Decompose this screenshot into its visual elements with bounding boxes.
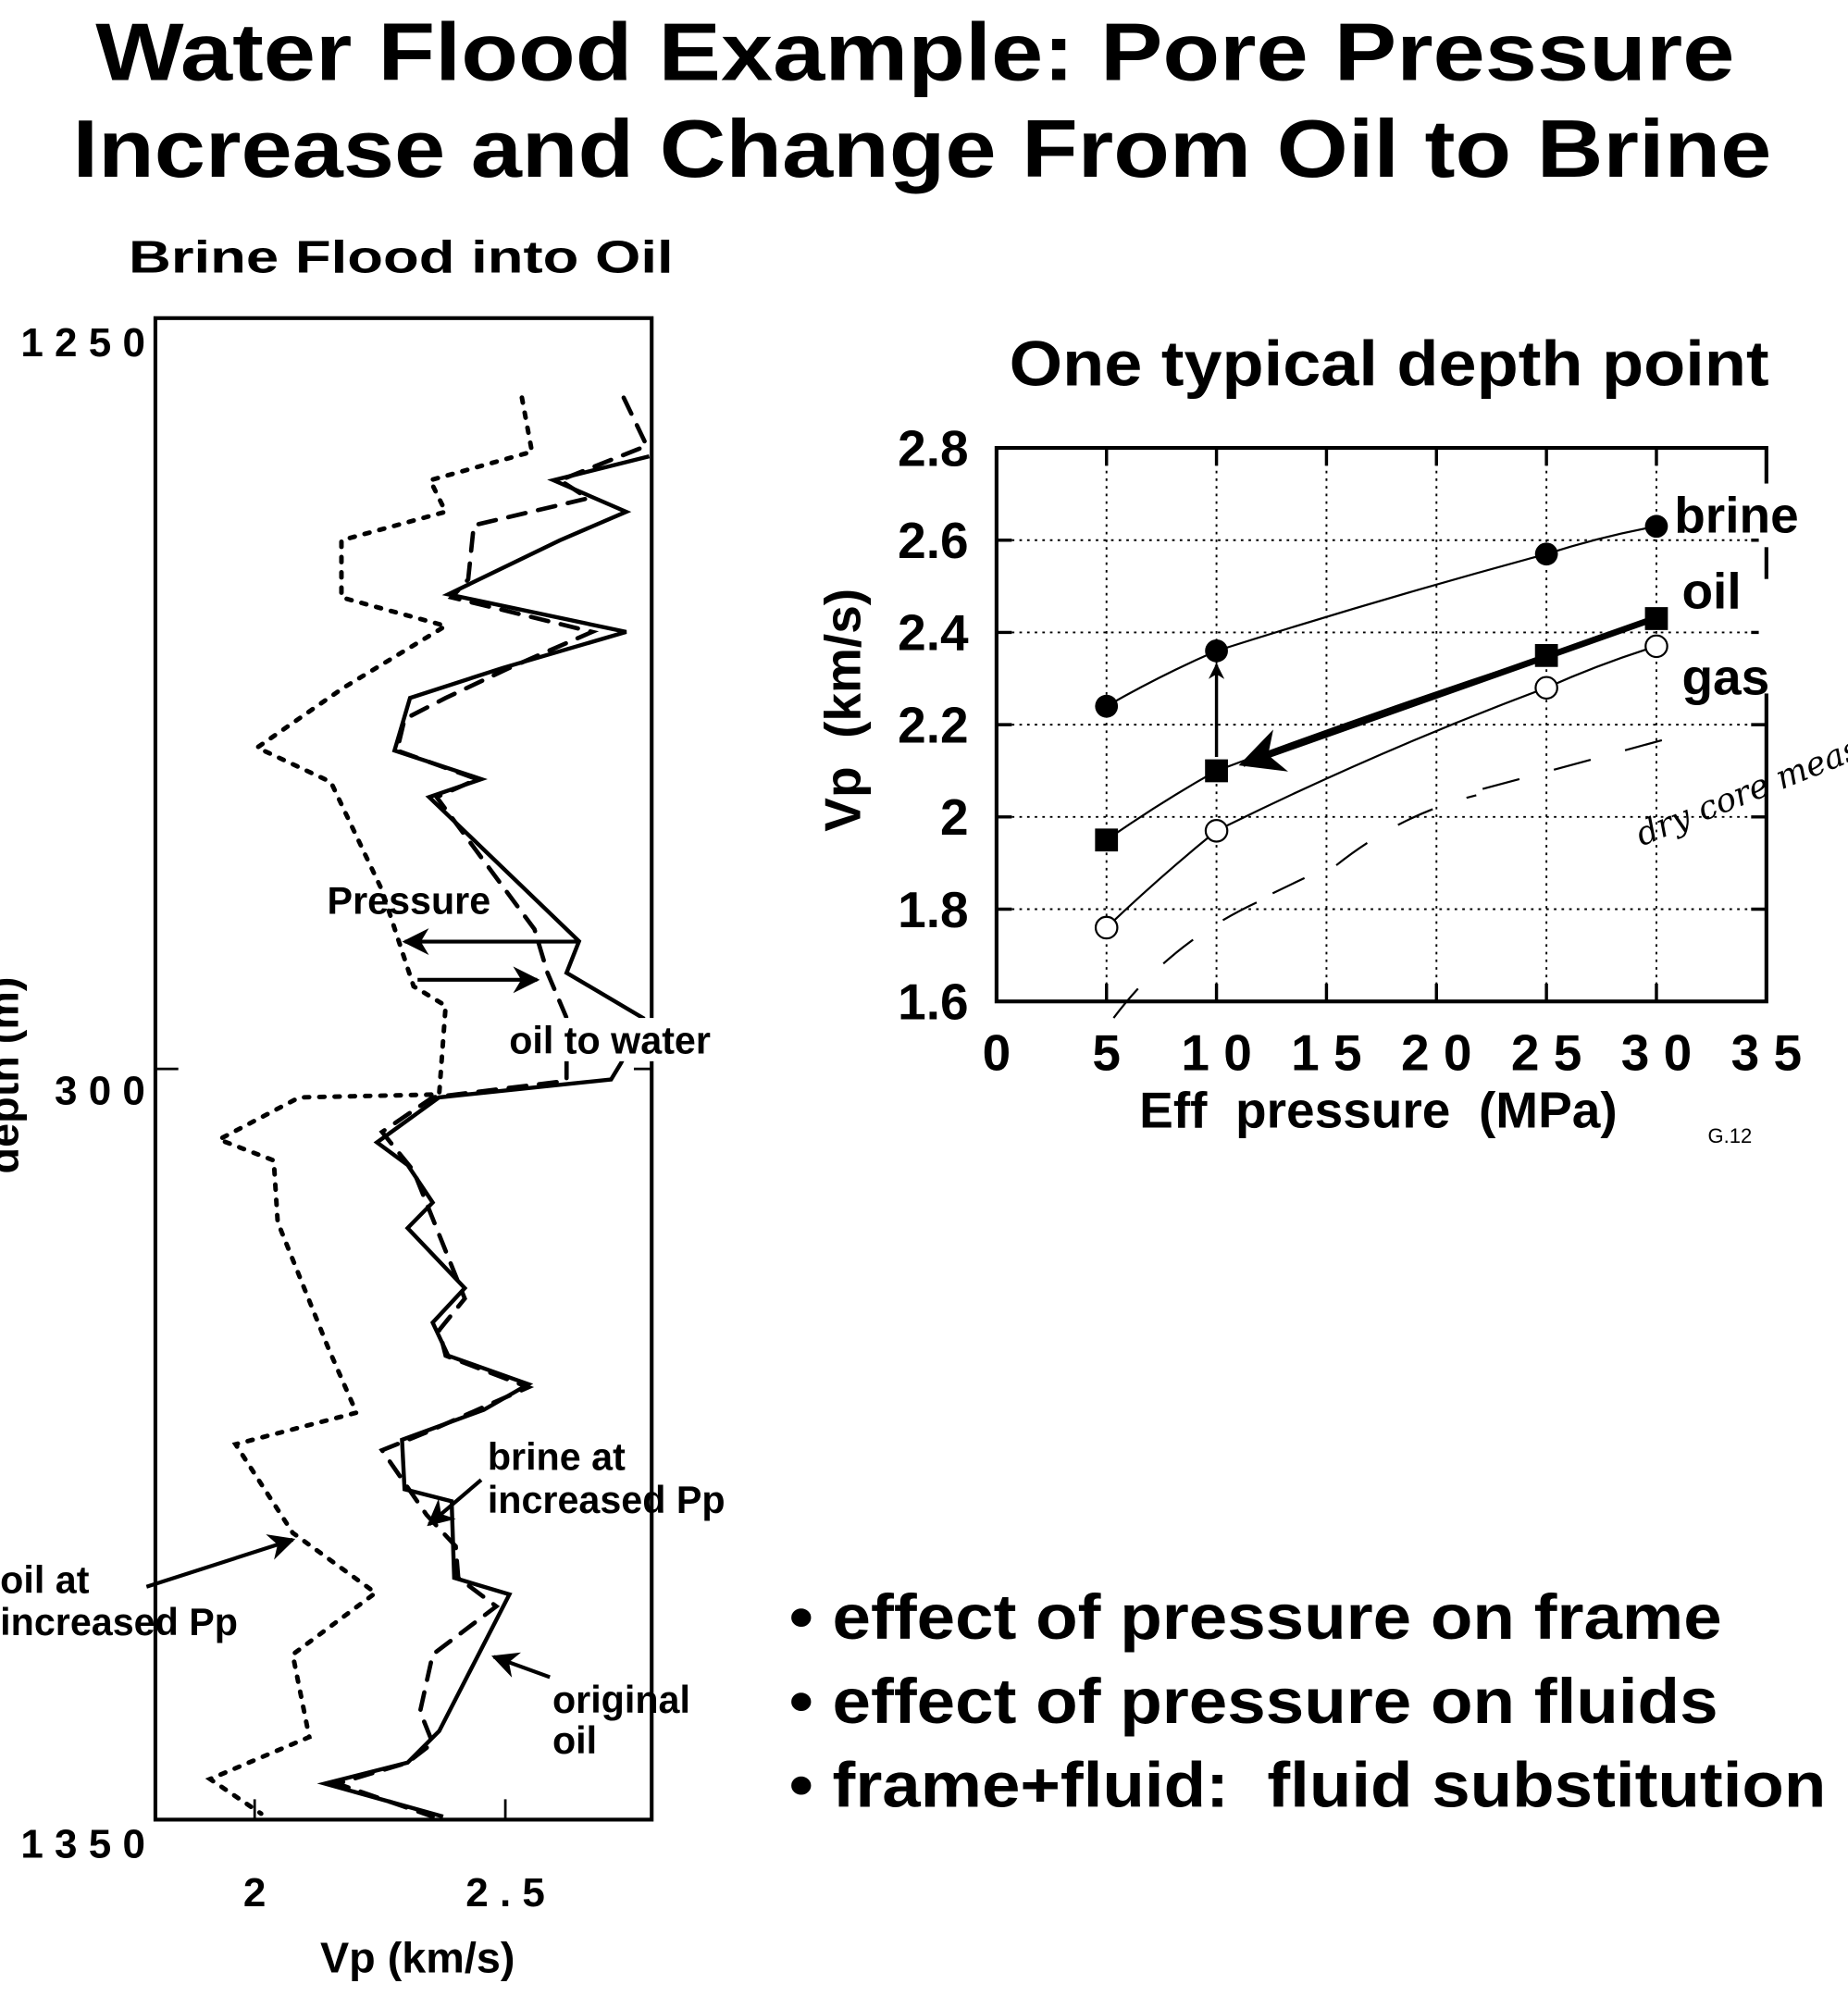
- y-tick-label: 2.8: [898, 419, 968, 477]
- x-tick-label: 1 0: [1181, 1023, 1251, 1081]
- curve-oil: [1106, 617, 1657, 841]
- marker-gas: [1094, 915, 1119, 940]
- annotation-oil-to-water: oil to water: [509, 1020, 711, 1062]
- curve-oil-at-increased-Pp: [205, 395, 535, 1816]
- annotation-original-line2: oil: [552, 1719, 597, 1762]
- x-tick-label: 2 5: [1511, 1023, 1581, 1081]
- legend-gap: [1758, 578, 1785, 694]
- annotation-oil-line1: oil at: [0, 1559, 90, 1602]
- marker-gas: [1534, 676, 1558, 700]
- x-tick-label: 1 5: [1291, 1023, 1361, 1081]
- dry-core-dashed-curve: [1112, 730, 1693, 1019]
- y-tick-label: 2: [940, 788, 969, 846]
- marker-brine: [1095, 694, 1119, 718]
- left-chart-ylabel: depth (m): [0, 977, 27, 1174]
- y-tick-label: 1 3 5 0: [20, 1822, 145, 1867]
- marker-brine: [1534, 542, 1558, 566]
- right-chart-xlabel: Eff pressure (MPa): [1139, 1081, 1618, 1138]
- legend-label-brine: brine: [1674, 487, 1798, 544]
- left-chart-frame: [153, 316, 654, 1822]
- x-tick-label: 2 0: [1401, 1023, 1471, 1081]
- original-oil-arrow: [490, 1652, 551, 1680]
- pressure-decrease-arrow: [1238, 617, 1649, 772]
- bullet-item: • effect of pressure on frame: [789, 1581, 1722, 1653]
- left-chart: 1 2 5 0 3 0 0 1 3 5 0 2 2 . 5: [20, 316, 654, 1915]
- annotation-pressure: Pressure: [328, 879, 491, 922]
- x-tick-label: 2: [243, 1870, 266, 1915]
- marker-gas: [1644, 634, 1668, 659]
- marker-brine: [1205, 638, 1228, 663]
- brine-arrow: [427, 1478, 483, 1527]
- curve-brine-at-increased-Pp: [329, 395, 651, 1819]
- left-chart-subtitle: Brine Flood into Oil: [129, 231, 674, 282]
- title-line-1: Water Flood Example: Pore Pressure: [95, 6, 1734, 98]
- annotation-brine-line2: increased Pp: [488, 1479, 726, 1521]
- curve-gas: [1105, 645, 1657, 929]
- marker-oil: [1205, 759, 1228, 783]
- annotation-brine-line1: brine at: [488, 1435, 626, 1478]
- marker-brine: [1644, 514, 1668, 539]
- annotation-original-line1: original: [552, 1679, 690, 1721]
- legend-gap: [1758, 483, 1823, 548]
- x-tick-label: 3 5: [1731, 1023, 1802, 1081]
- right-chart-frame: [994, 445, 1768, 1004]
- marker-oil: [1095, 828, 1119, 852]
- x-tick-label: 5: [1092, 1023, 1121, 1081]
- annotation-oil-line2: increased Pp: [0, 1601, 238, 1643]
- curve-original-oil: [316, 453, 651, 1819]
- x-tick-label: 2 . 5: [465, 1870, 545, 1915]
- marker-gas: [1204, 818, 1229, 843]
- title-line-2: Increase and Change From Oil to Brine: [73, 103, 1772, 194]
- y-tick-label: 1.6: [898, 973, 968, 1030]
- y-tick-label: 2.6: [898, 512, 968, 569]
- right-chart-title: One typical depth point: [1010, 329, 1769, 400]
- oil-arrow: [145, 1534, 296, 1589]
- left-chart-xlabel: Vp (km/s): [320, 1933, 515, 1981]
- legend-label-oil: oil: [1681, 562, 1741, 619]
- x-tick-label: 0: [983, 1023, 1011, 1081]
- bullet-item: • effect of pressure on fluids: [789, 1666, 1718, 1737]
- curve-brine: [1106, 525, 1657, 708]
- figure-id: G.12: [1708, 1124, 1753, 1147]
- y-tick-label: 2.4: [898, 604, 969, 662]
- y-tick-label: 2.2: [898, 696, 968, 753]
- x-tick-label: 3 0: [1621, 1023, 1692, 1081]
- bullet-list: • effect of pressure on frame • effect o…: [789, 1581, 1827, 1821]
- y-tick-label: 1.8: [898, 881, 968, 938]
- y-tick-label: 3 0 0: [55, 1069, 145, 1114]
- legend-label-gas: gas: [1681, 649, 1769, 706]
- y-tick-label: 1 2 5 0: [20, 320, 145, 366]
- right-chart-ylabel: Vp (km/s): [814, 589, 872, 832]
- right-chart: 0 5 1 0 1 5 2 0 2 5 3 0 3 5 1.6 1.8 2 2.2 2.4 2.6 2.8 b…: [898, 419, 1823, 1081]
- bullet-item: • frame+fluid: fluid substitution: [789, 1750, 1827, 1821]
- marker-oil: [1644, 607, 1668, 630]
